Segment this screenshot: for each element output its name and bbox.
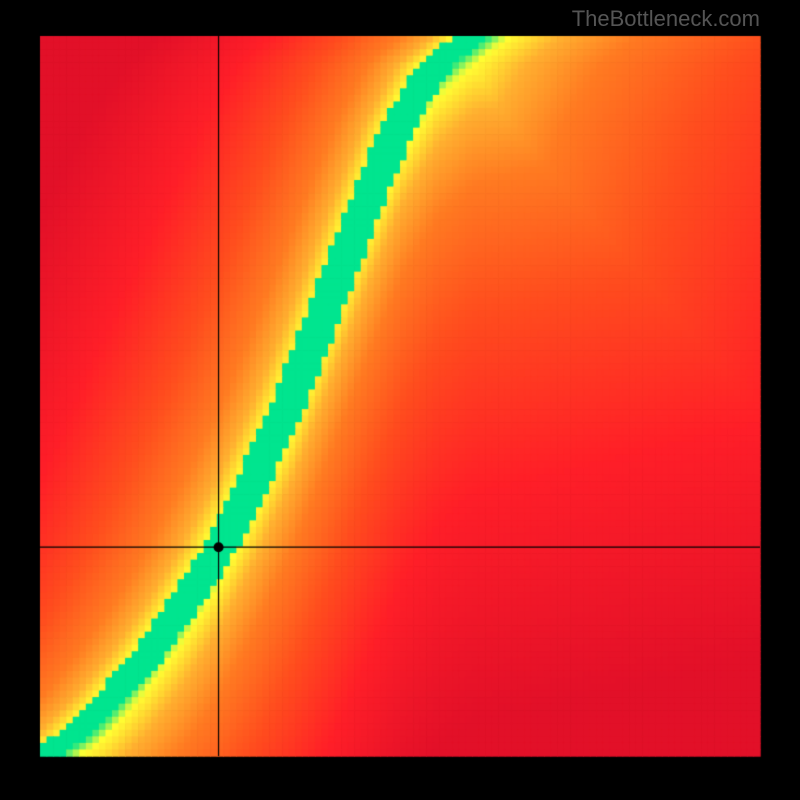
heatmap-canvas bbox=[0, 0, 800, 800]
chart-container: TheBottleneck.com bbox=[0, 0, 800, 800]
watermark-text: TheBottleneck.com bbox=[572, 6, 760, 32]
